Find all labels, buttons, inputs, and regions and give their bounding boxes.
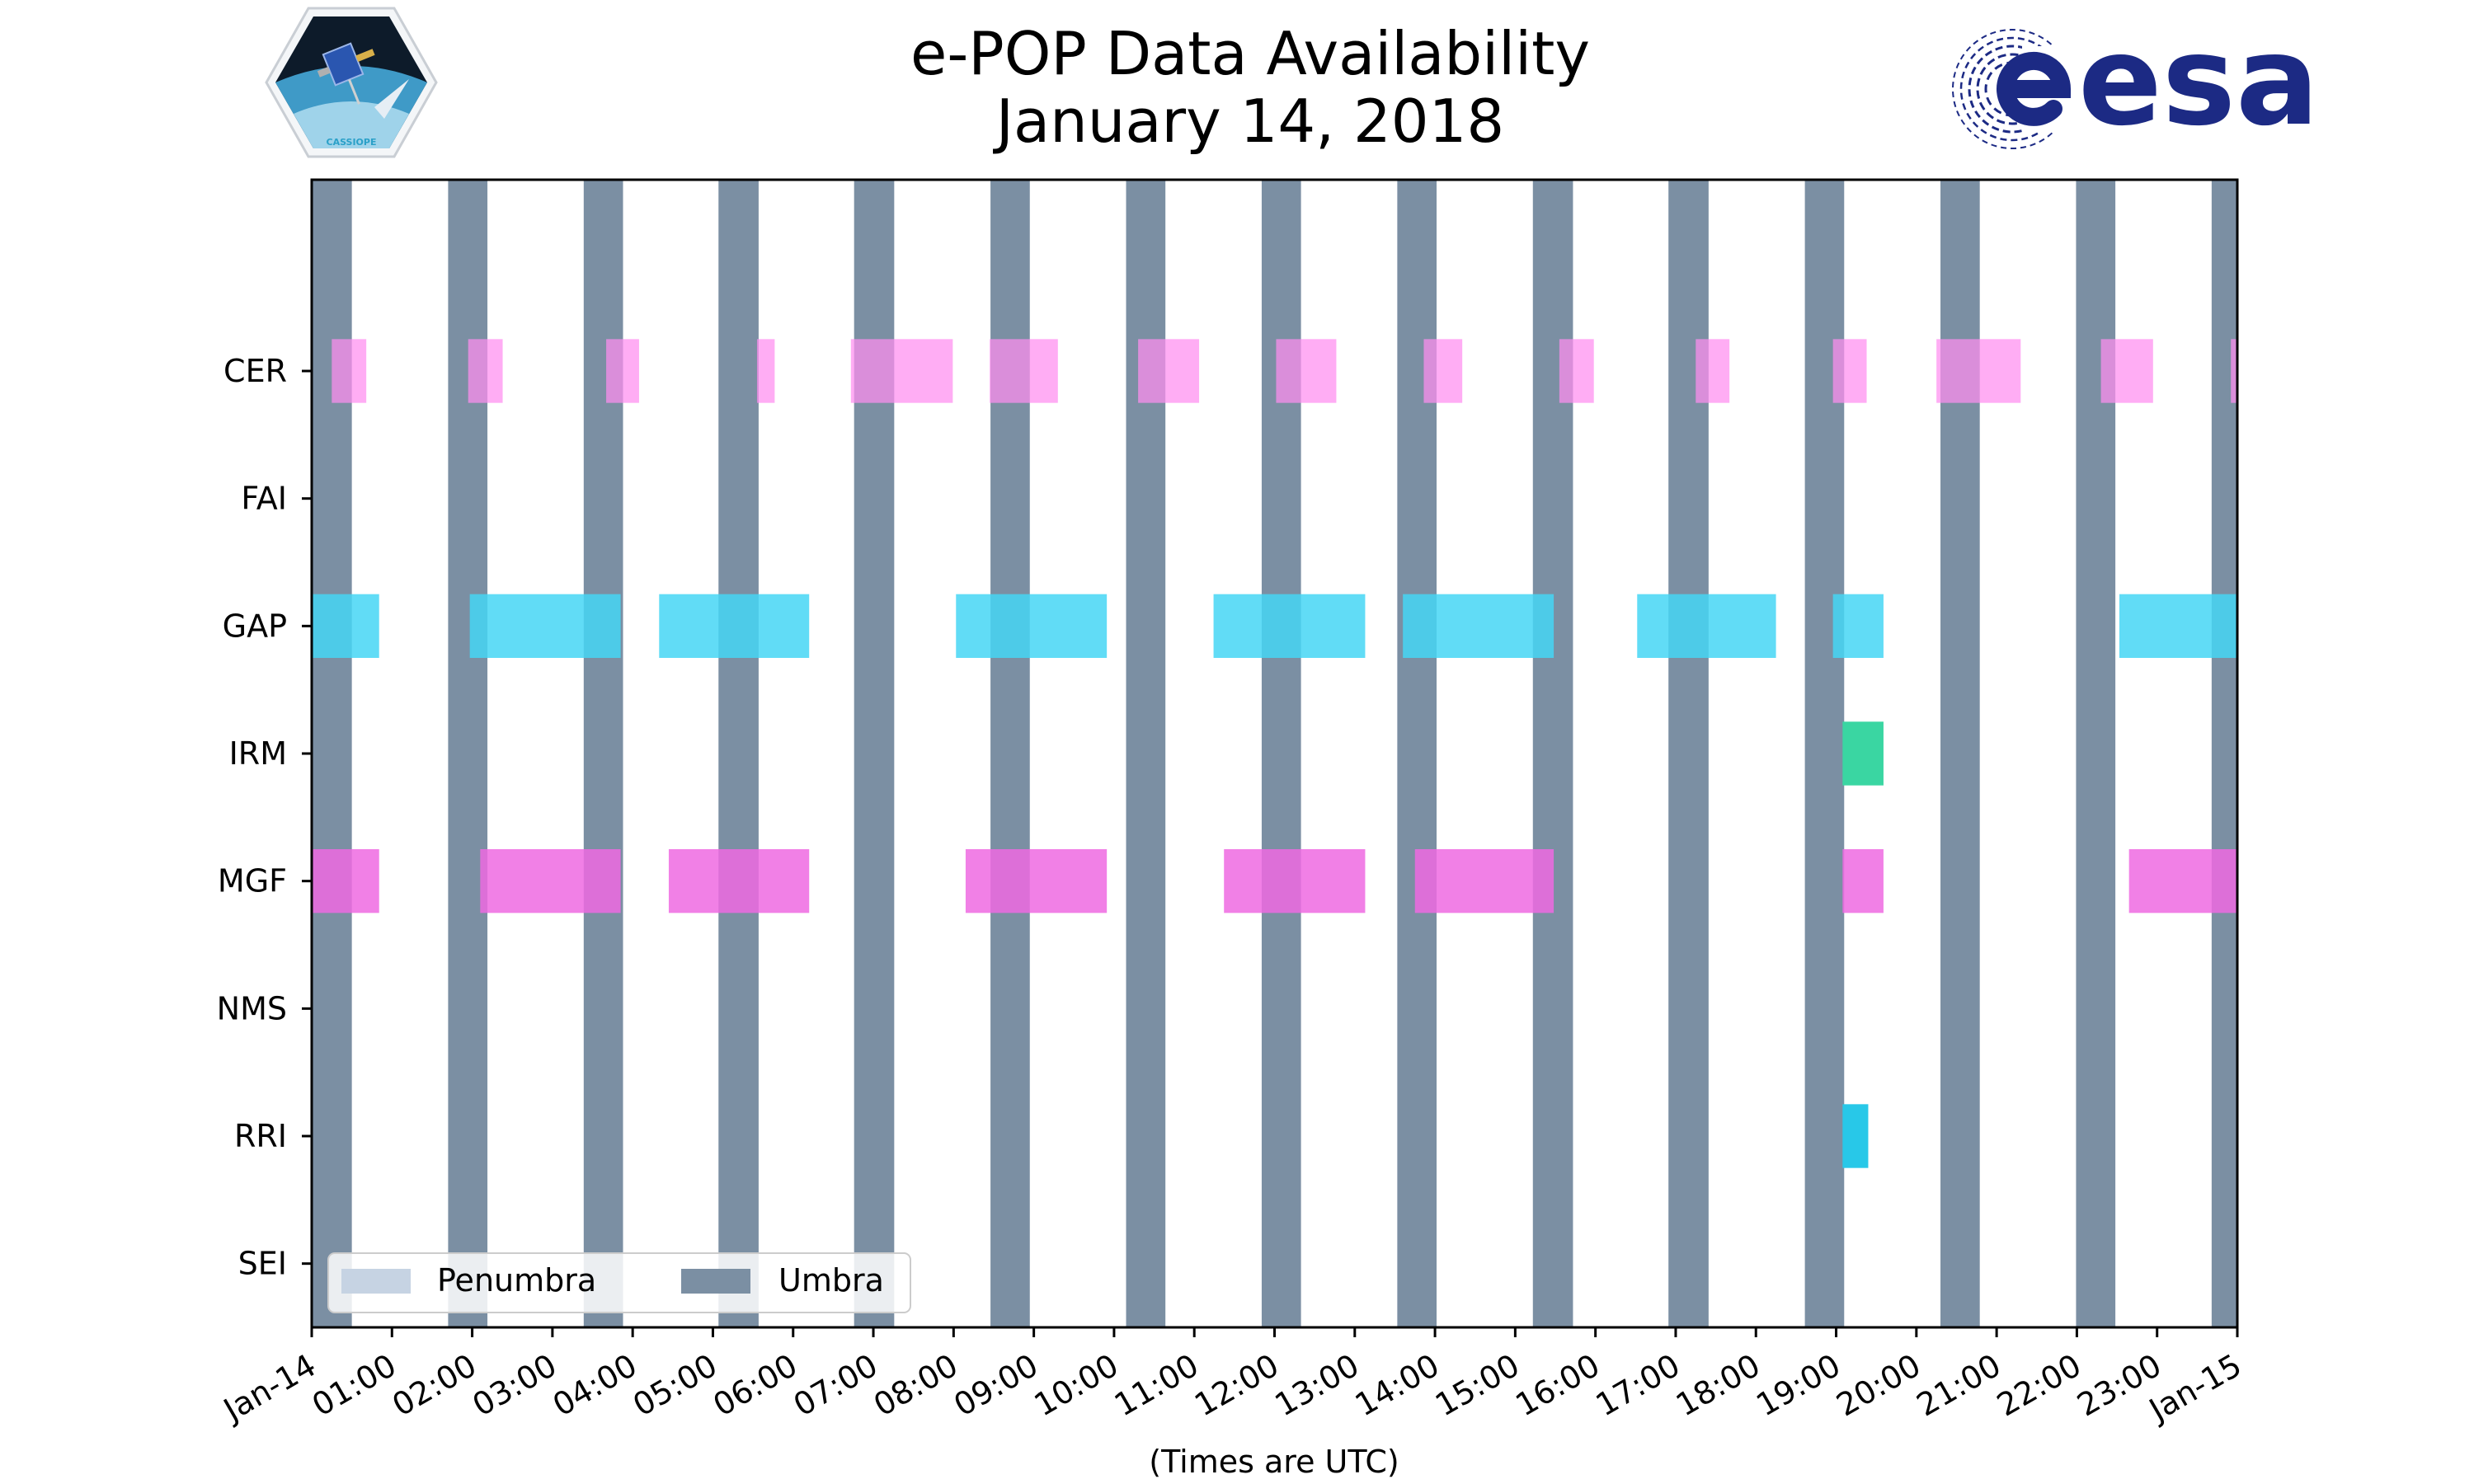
bar-cer-14: [2231, 339, 2237, 403]
x-tick-label-20: 20:00: [1830, 1347, 1926, 1424]
x-tick-label-14: 14:00: [1349, 1347, 1446, 1424]
legend: Penumbra Umbra: [327, 1252, 911, 1313]
y-axis: CER FAI GAP IRM MGF NMS RRI SEI: [217, 353, 312, 1282]
legend-swatch-umbra: [681, 1269, 750, 1294]
cassiope-logo-text: CASSIOPE: [327, 137, 377, 148]
bar-cer-2: [606, 339, 639, 403]
legend-swatch-penumbra: [341, 1269, 411, 1294]
bar-cer-12: [1936, 339, 2021, 403]
x-tick-label-6: 06:00: [707, 1347, 803, 1424]
bar-irm-0: [1842, 721, 1884, 786]
x-tick-label-9: 09:00: [948, 1347, 1044, 1424]
x-tick-label-16: 16:00: [1509, 1347, 1606, 1424]
bar-gap-6: [1637, 594, 1776, 658]
legend-label-penumbra: Penumbra: [437, 1262, 596, 1298]
umbra-band-3: [718, 180, 759, 1327]
esa-wordmark: esa: [2078, 10, 2319, 153]
y-tick-label-mgf: MGF: [218, 863, 287, 899]
y-tick-label-rri: RRI: [234, 1118, 287, 1154]
bar-mgf-1: [480, 849, 621, 913]
bar-cer-8: [1423, 339, 1463, 403]
x-tick-label-24: Jan-15: [2142, 1347, 2247, 1429]
x-tick-label-15: 15:00: [1429, 1347, 1526, 1424]
bar-cer-11: [1832, 339, 1867, 403]
x-tick-label-22: 22:00: [1991, 1347, 2087, 1424]
x-tick-label-1: 01:00: [306, 1347, 402, 1424]
y-tick-label-gap: GAP: [223, 608, 287, 644]
chart-title: e-POP Data Availability January 14, 2018: [910, 19, 1590, 156]
bar-mgf-3: [965, 849, 1108, 913]
x-tick-label-4: 04:00: [547, 1347, 643, 1424]
y-tick-label-nms: NMS: [217, 990, 287, 1026]
title-line-2: January 14, 2018: [993, 87, 1504, 156]
bar-gap-0: [312, 594, 379, 658]
legend-label-umbra: Umbra: [778, 1262, 884, 1298]
x-axis: Jan-1401:0002:0003:0004:0005:0006:0007:0…: [216, 1327, 2248, 1429]
x-tick-label-5: 05:00: [627, 1347, 723, 1424]
y-tick-label-irm: IRM: [229, 735, 287, 772]
availability-bars: [312, 339, 2237, 1168]
x-tick-label-10: 10:00: [1028, 1347, 1125, 1424]
satellite-icon: [317, 42, 375, 105]
bar-mgf-2: [668, 849, 810, 913]
x-axis-label: (Times are UTC): [1149, 1444, 1399, 1480]
x-tick-label-13: 13:00: [1268, 1347, 1365, 1424]
x-tick-label-8: 08:00: [868, 1347, 964, 1424]
bar-gap-1: [469, 594, 621, 658]
bar-cer-3: [756, 339, 775, 403]
bar-cer-1: [468, 339, 503, 403]
esa-logo: esa: [1952, 10, 2319, 153]
bar-cer-7: [1276, 339, 1337, 403]
bar-cer-5: [990, 339, 1058, 403]
x-tick-label-18: 18:00: [1670, 1347, 1766, 1424]
bar-mgf-6: [1842, 849, 1884, 913]
bar-gap-4: [1213, 594, 1366, 658]
esa-swirl-icon: [1952, 29, 2081, 149]
bar-rri-0: [1842, 1104, 1869, 1168]
x-tick-label-12: 12:00: [1188, 1347, 1285, 1424]
plot-area: [310, 178, 2239, 1329]
bar-gap-7: [1832, 594, 1884, 658]
patch-swoosh-icon: [374, 79, 409, 119]
bar-gap-2: [659, 594, 810, 658]
y-tick-label-sei: SEI: [238, 1246, 287, 1282]
bar-gap-8: [2119, 594, 2237, 658]
bar-mgf-4: [1224, 849, 1366, 913]
x-tick-label-3: 03:00: [467, 1347, 563, 1424]
bar-mgf-7: [2128, 849, 2237, 913]
x-tick-label-19: 19:00: [1750, 1347, 1846, 1424]
bar-gap-5: [1403, 594, 1554, 658]
x-tick-label-2: 02:00: [386, 1347, 482, 1424]
cassiope-logo: CASSIOPE: [265, 7, 438, 158]
x-tick-label-7: 07:00: [788, 1347, 884, 1424]
bar-cer-13: [2100, 339, 2153, 403]
y-tick-label-cer: CER: [223, 353, 287, 389]
legend-box: [327, 1252, 911, 1313]
x-tick-label-21: 21:00: [1911, 1347, 2007, 1424]
x-tick-label-17: 17:00: [1590, 1347, 1686, 1424]
bar-cer-10: [1696, 339, 1730, 403]
bar-cer-6: [1138, 339, 1200, 403]
x-tick-label-0: Jan-14: [216, 1347, 322, 1429]
bar-mgf-0: [312, 849, 379, 913]
bar-cer-4: [850, 339, 953, 403]
title-line-1: e-POP Data Availability: [910, 19, 1590, 88]
bar-mgf-5: [1414, 849, 1554, 913]
bar-gap-3: [956, 594, 1108, 658]
bar-cer-0: [332, 339, 367, 403]
bar-cer-9: [1559, 339, 1594, 403]
x-tick-label-11: 11:00: [1108, 1347, 1205, 1424]
y-tick-label-fai: FAI: [241, 481, 287, 517]
